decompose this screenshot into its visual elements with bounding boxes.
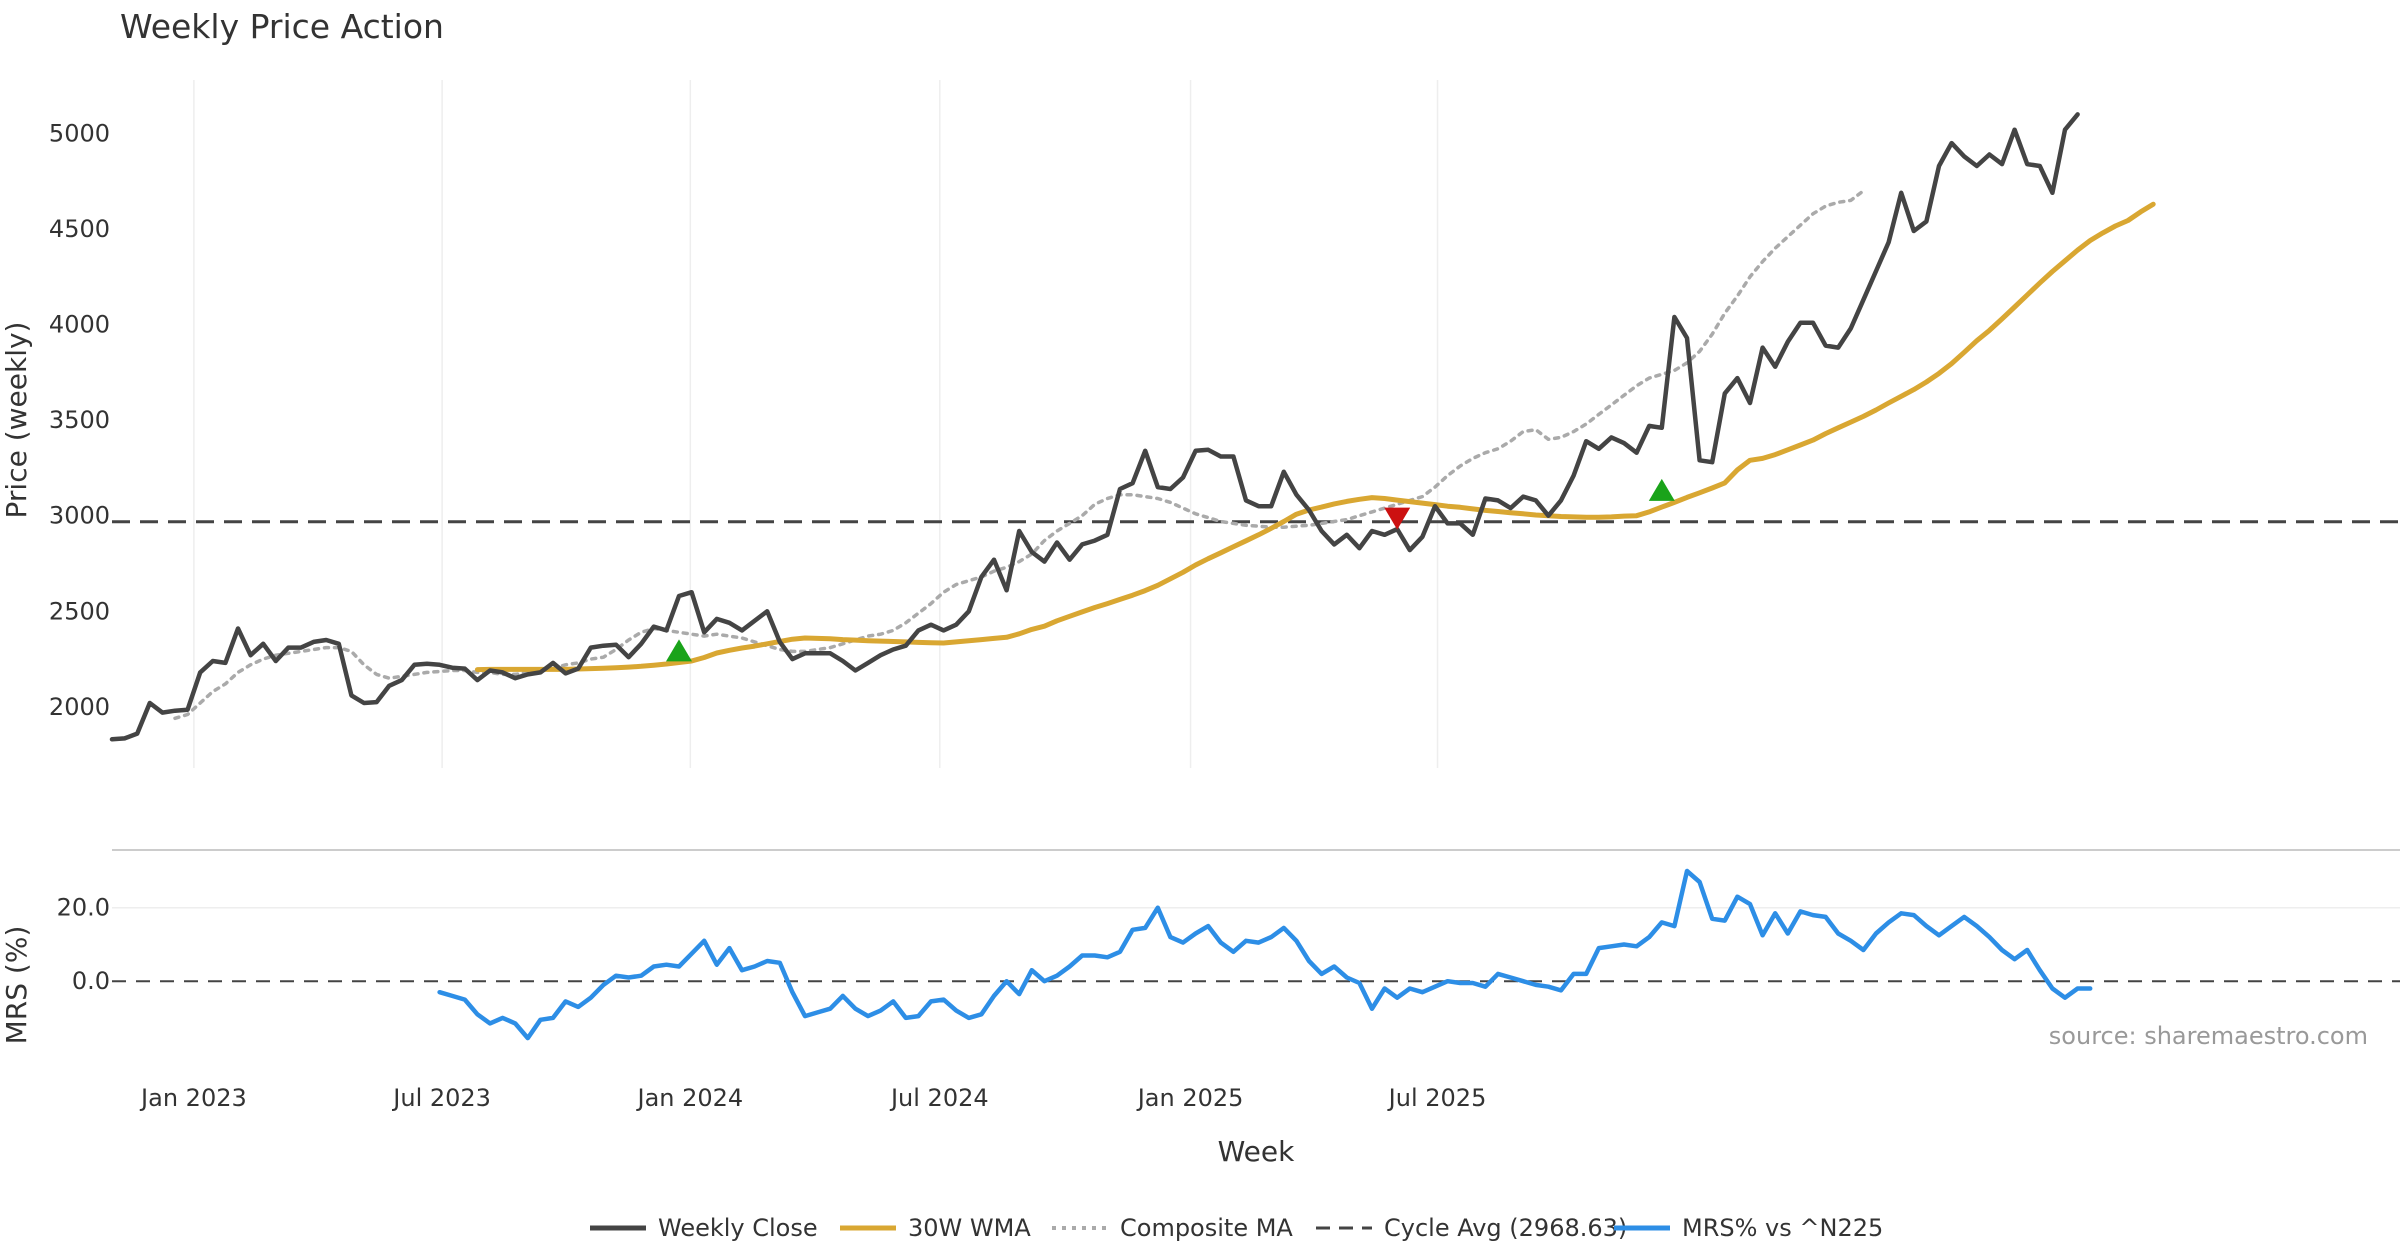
legend-label-1: 30W WMA [908, 1214, 1031, 1242]
price-gridlines [193, 80, 1439, 768]
buy-signal-marker-0 [666, 639, 692, 662]
legend-label-0: Weekly Close [658, 1214, 818, 1242]
x-tick-4: Jan 2025 [1136, 1084, 1244, 1112]
price-series [109, 112, 2156, 742]
mrs-line [437, 868, 2093, 1041]
x-axis-ticks: Jan 2023 Jul 2023 Jan 2024 Jul 2024 Jan 2025… [139, 1084, 1486, 1112]
price-y-tick-4000: 4000 [49, 311, 110, 339]
sell-signal-marker-1 [1384, 507, 1411, 530]
mrs-y-tick-1: 20.0 [57, 894, 110, 922]
legend-label-2: Composite MA [1120, 1214, 1293, 1242]
mrs-y-ticks: 0.0 20.0 [57, 894, 110, 995]
source-note: source: sharemaestro.com [2049, 1022, 2368, 1050]
mrs-gridlines [112, 906, 2400, 983]
price-y-label: Price (weekly) [0, 322, 33, 519]
x-tick-5: Jul 2025 [1387, 1084, 1487, 1112]
price-y-tick-3500: 3500 [49, 406, 110, 434]
price-y-tick-3000: 3000 [49, 502, 110, 530]
mrs-y-tick-0: 0.0 [72, 967, 110, 995]
price-y-tick-2000: 2000 [49, 693, 110, 721]
legend-label-4: MRS% vs ^N225 [1682, 1214, 1883, 1242]
price-y-tick-4500: 4500 [49, 215, 110, 243]
mrs-series [437, 868, 2093, 1041]
x-tick-2: Jan 2024 [635, 1084, 743, 1112]
price-y-tick-2500: 2500 [49, 597, 110, 625]
chart-title: Weekly Price Action [120, 7, 444, 46]
x-tick-3: Jul 2024 [889, 1084, 989, 1112]
legend: Weekly Close 30W WMA Composite MA Cycle Avg… [590, 1214, 1883, 1242]
signal-markers [666, 478, 1675, 662]
x-tick-0: Jan 2023 [139, 1084, 247, 1112]
price-y-ticks: 2000 2500 3000 3500 4000 4500 5000 [49, 120, 110, 721]
x-tick-1: Jul 2023 [391, 1084, 491, 1112]
x-axis-label: Week [1218, 1135, 1295, 1168]
buy-signal-marker-2 [1648, 478, 1675, 501]
composite-ma-line [173, 189, 1866, 721]
legend-label-3: Cycle Avg (2968.63) [1384, 1214, 1627, 1242]
wma-30w-line [474, 201, 2156, 673]
price-y-tick-5000: 5000 [49, 120, 110, 148]
mrs-y-label: MRS (%) [0, 926, 33, 1045]
weekly-close-line [109, 112, 2080, 742]
